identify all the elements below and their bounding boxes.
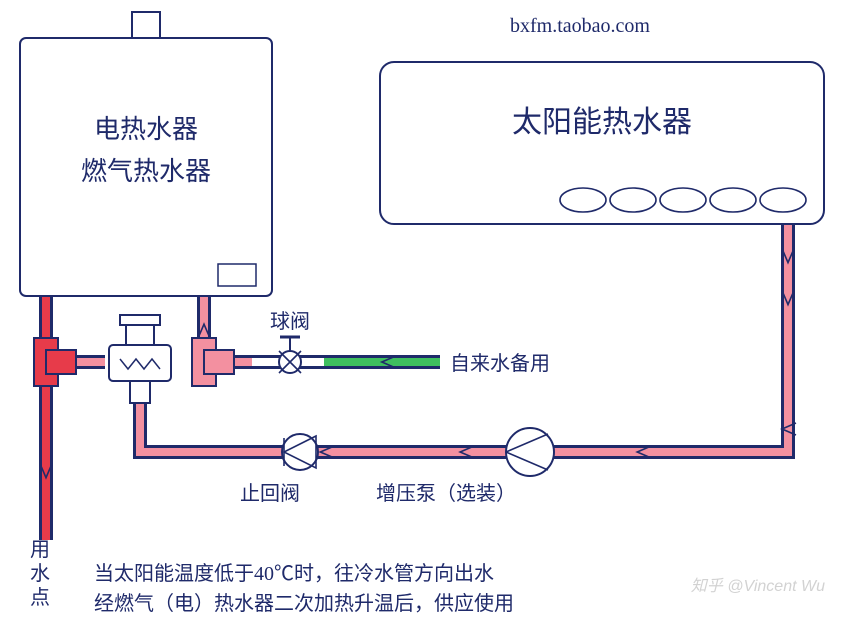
ball-valve-label: 球阀 bbox=[270, 310, 310, 333]
outlet-label: 用 bbox=[30, 539, 50, 561]
url-label: bxfm.taobao.com bbox=[510, 15, 650, 37]
check-valve-label: 止回阀 bbox=[240, 482, 300, 505]
outlet-label: 点 bbox=[30, 586, 50, 609]
outlet-label: 水 bbox=[30, 562, 50, 585]
booster-pump bbox=[506, 428, 554, 476]
solar-heater bbox=[380, 62, 824, 224]
tap-water-label: 自来水备用 bbox=[450, 352, 550, 375]
note-0: 当太阳能温度低于40℃时，往冷水管方向出水 bbox=[94, 562, 494, 585]
watermark: 知乎 @Vincent Wu bbox=[691, 572, 825, 596]
heater-label: 燃气热水器 bbox=[81, 157, 211, 186]
pump-label: 增压泵（选装） bbox=[376, 482, 516, 505]
electric-gas-heater bbox=[20, 12, 272, 296]
check-valve bbox=[282, 434, 318, 470]
heater-label: 电热水器 bbox=[94, 115, 198, 144]
note-1: 经燃气（电）热水器二次加热升温后，供应使用 bbox=[94, 592, 514, 615]
solar-title: 太阳能热水器 bbox=[512, 106, 692, 139]
